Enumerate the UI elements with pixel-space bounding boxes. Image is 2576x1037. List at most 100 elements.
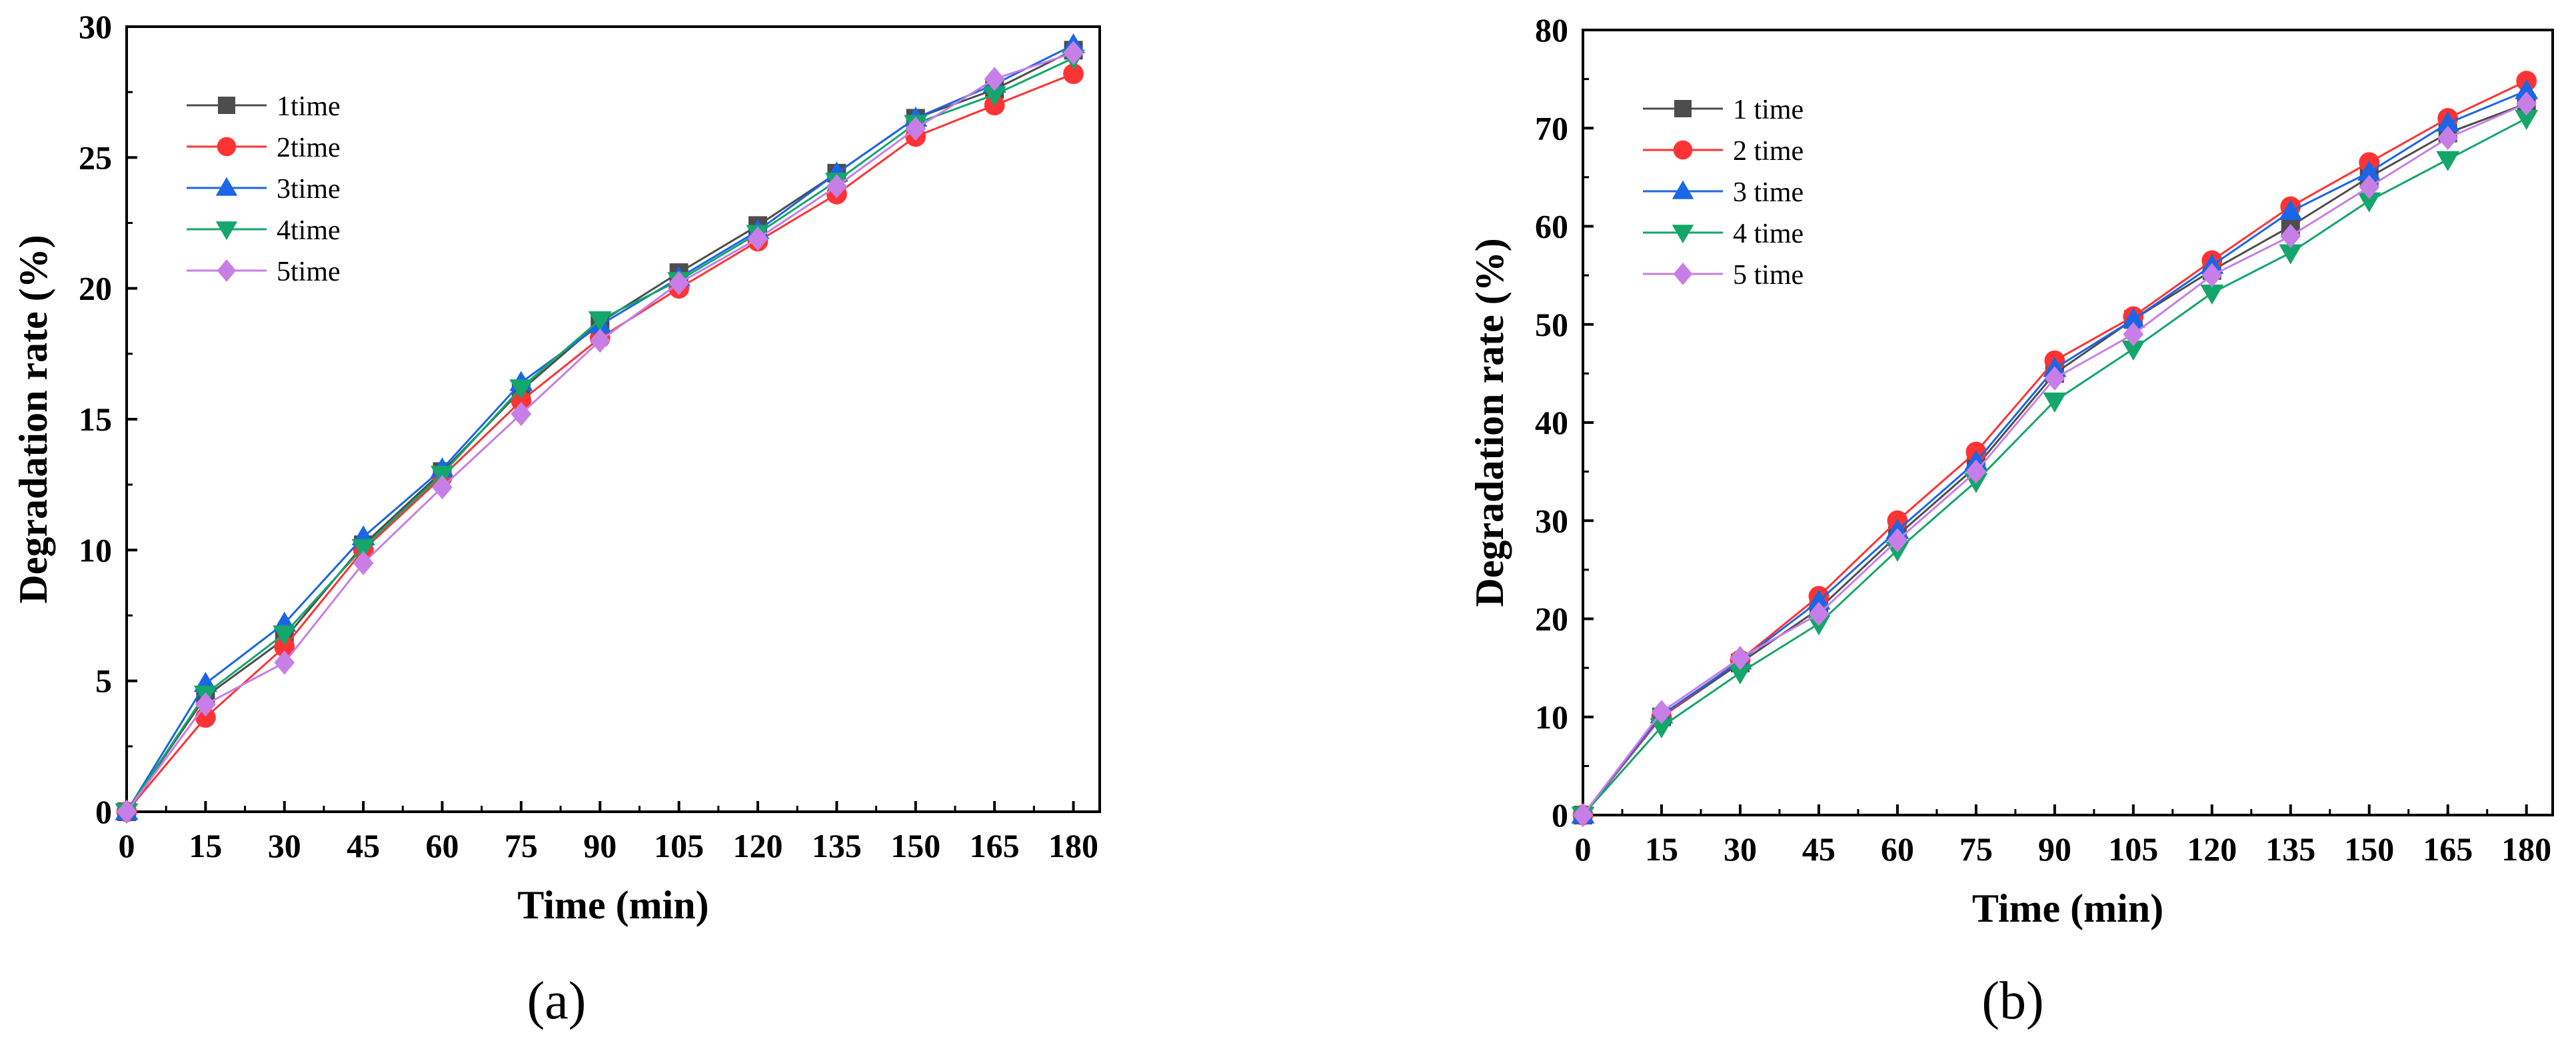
data-point (1808, 601, 1830, 626)
panel-label: (b) (1981, 972, 2043, 1030)
legend-marker (1672, 180, 1694, 199)
data-point (1730, 646, 1751, 670)
x-tick-label: 15 (189, 827, 222, 864)
y-tick-label: 70 (1535, 109, 1568, 147)
series-2 (1572, 71, 2537, 826)
series-line (125, 44, 1074, 812)
data-point (1887, 528, 1908, 552)
x-tick-label: 60 (1881, 830, 1914, 868)
data-point (2515, 79, 2539, 99)
series-line (1582, 103, 2527, 816)
x-tick-label: 135 (812, 827, 862, 864)
data-point (2044, 366, 2065, 391)
x-axis-label: Time (min) (1972, 886, 2163, 930)
data-point (2201, 263, 2223, 288)
legend-label: 3time (277, 174, 341, 205)
y-tick-label: 30 (79, 8, 112, 45)
legend-label: 4 time (1733, 219, 1804, 249)
series-4 (1571, 109, 2539, 827)
series-line (1582, 103, 2527, 816)
chart-panel-a: 0 15 30 45 60 75 90 105 120 135 150 165 180 0 5 10 15 20 2… (11, 8, 1101, 1030)
legend-marker (1674, 100, 1692, 117)
y-tick-label: 20 (1535, 600, 1568, 638)
y-tick-label: 5 (95, 662, 112, 700)
y-axis-label: Degradation rate (%) (11, 235, 55, 603)
data-point (1807, 589, 1831, 610)
data-point (982, 86, 1006, 107)
x-tick-label: 75 (505, 827, 538, 864)
series-1 (117, 41, 1083, 821)
data-point (1572, 802, 1594, 828)
legend-label: 1 time (1733, 95, 1804, 125)
y-tick-label: 15 (79, 401, 112, 438)
series-5 (116, 41, 1084, 824)
data-point (509, 379, 533, 400)
series-3 (115, 33, 1086, 820)
data-point (273, 625, 297, 646)
data-point (274, 650, 295, 675)
panel-label: (a) (527, 972, 587, 1030)
x-tick-label: 45 (1802, 830, 1836, 868)
data-point (905, 116, 926, 141)
legend-marker (1673, 263, 1693, 285)
series-5 (1572, 91, 2537, 828)
x-tick-label: 150 (890, 827, 940, 864)
data-point (2123, 322, 2144, 347)
x-tick-label: 30 (1724, 830, 1757, 868)
data-point (2515, 109, 2539, 131)
x-tick-label: 45 (347, 827, 380, 864)
data-point (2437, 125, 2459, 151)
series-line (1582, 117, 2527, 816)
data-point (1728, 664, 1752, 684)
x-tick-label: 135 (2265, 830, 2315, 868)
series-line (125, 51, 1074, 812)
x-tick-label: 150 (2344, 830, 2394, 868)
y-tick-label: 80 (1535, 11, 1568, 49)
data-point (2436, 111, 2460, 132)
y-tick-label: 10 (79, 531, 112, 568)
x-tick-label: 180 (2501, 830, 2551, 868)
legend-marker (218, 97, 235, 114)
series-line (125, 73, 1074, 812)
data-point (1063, 41, 1084, 65)
legend-marker (215, 221, 238, 241)
data-point (826, 174, 847, 199)
legend-label: 5 time (1733, 260, 1804, 291)
y-tick-label: 40 (1535, 404, 1568, 441)
x-tick-label: 90 (2038, 830, 2071, 868)
data-point (2279, 199, 2303, 221)
x-tick-label: 120 (733, 827, 783, 864)
series-line (125, 57, 1074, 812)
legend-label: 2time (277, 133, 341, 163)
data-point (2357, 192, 2381, 213)
series-2 (116, 63, 1084, 822)
y-tick-label: 10 (1535, 698, 1568, 736)
x-tick-label: 60 (426, 827, 459, 864)
data-point (195, 692, 216, 717)
y-tick-label: 20 (79, 270, 112, 307)
legend: 1time 2time 3time 4time 5time (187, 91, 341, 287)
data-point (511, 401, 532, 427)
x-tick-label: 15 (1645, 830, 1678, 868)
legend-marker (215, 177, 238, 196)
x-tick-label: 105 (2108, 830, 2158, 868)
data-point (2359, 175, 2380, 199)
data-point (2516, 91, 2537, 116)
legend-marker (217, 259, 237, 282)
data-point (2279, 244, 2303, 265)
data-point (116, 799, 137, 824)
data-point (2436, 151, 2460, 171)
legend-marker (1672, 225, 1694, 244)
y-tick-label: 25 (79, 139, 112, 176)
data-point (274, 636, 295, 658)
x-tick-label: 75 (1959, 830, 1993, 868)
x-axis-label: Time (min) (517, 883, 708, 927)
data-point (1965, 459, 1987, 484)
x-tick-label: 120 (2187, 830, 2237, 868)
x-tick-label: 105 (654, 827, 704, 864)
series-1 (1574, 94, 2536, 824)
y-tick-label: 0 (1552, 796, 1568, 834)
data-point (2121, 340, 2145, 361)
legend-label: 5time (277, 257, 341, 287)
data-point (511, 391, 532, 411)
